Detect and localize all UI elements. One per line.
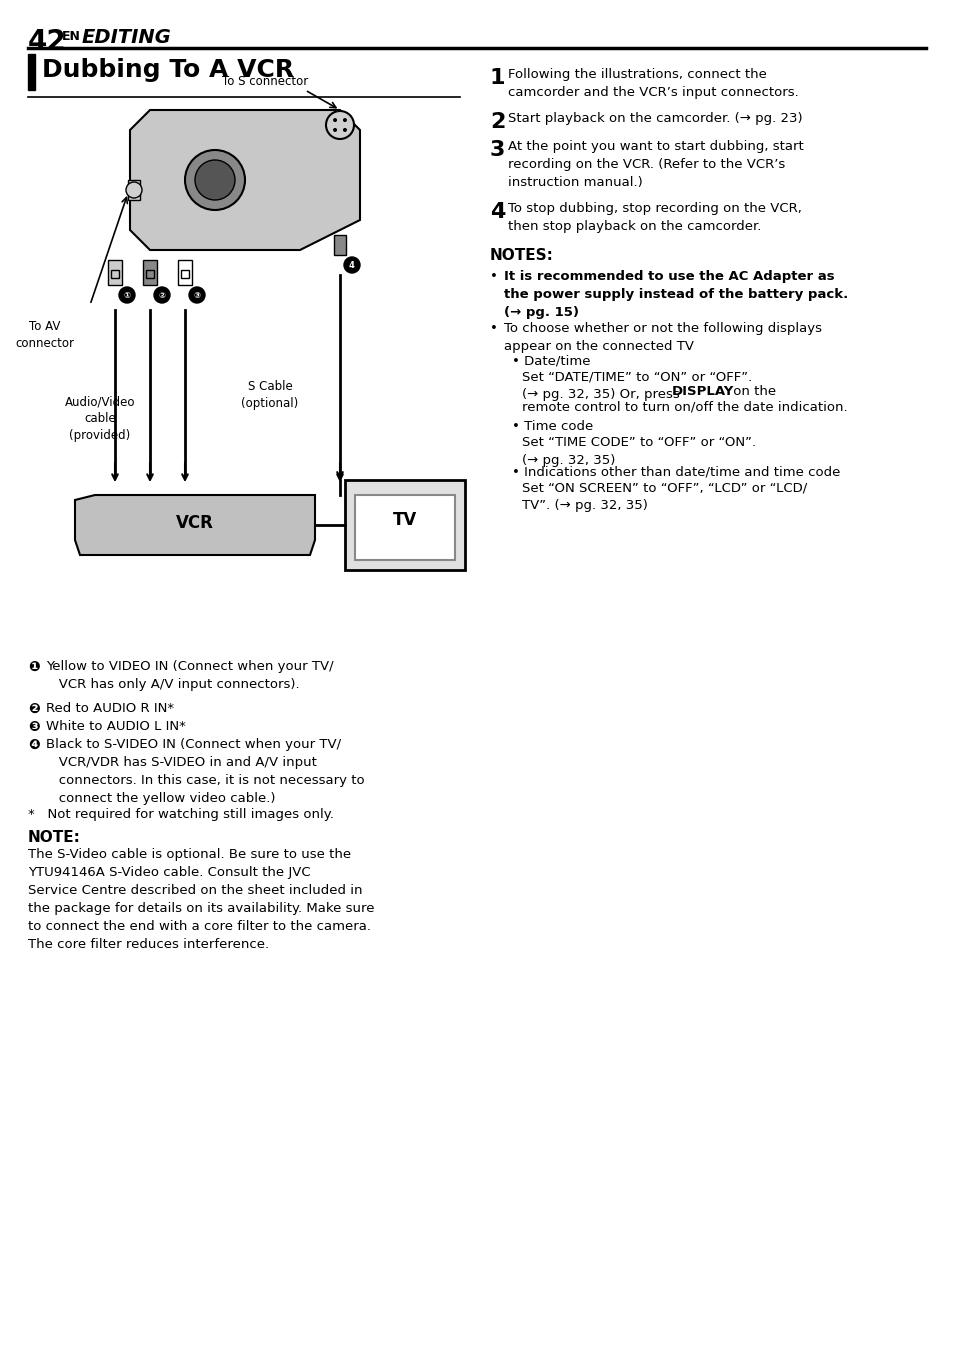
Text: ❶: ❶ [28,660,40,674]
Text: Following the illustrations, connect the
camcorder and the VCR’s input connector: Following the illustrations, connect the… [507,68,798,99]
Text: Black to S-VIDEO IN (Connect when your TV/
   VCR/VDR has S-VIDEO in and A/V inp: Black to S-VIDEO IN (Connect when your T… [46,738,364,805]
Text: At the point you want to start dubbing, start
recording on the VCR. (Refer to th: At the point you want to start dubbing, … [507,140,803,189]
Text: ①: ① [123,290,131,300]
Text: NOTE:: NOTE: [28,830,81,845]
Bar [345,480,464,570]
Text: S Cable
(optional): S Cable (optional) [241,380,298,410]
Text: Yellow to VIDEO IN (Connect when your TV/
   VCR has only A/V input connectors).: Yellow to VIDEO IN (Connect when your TV… [46,660,334,691]
Bar [128,180,140,199]
Bar [111,270,119,278]
Circle shape [333,128,336,132]
Circle shape [342,128,347,132]
Text: • Time code: • Time code [512,421,593,433]
Circle shape [119,286,135,303]
Text: It is recommended to use the AC Adapter as
the power supply instead of the batte: It is recommended to use the AC Adapter … [503,270,847,319]
Text: VCR: VCR [176,514,213,532]
Circle shape [153,286,170,303]
Text: *   Not required for watching still images only.: * Not required for watching still images… [28,807,334,821]
Polygon shape [75,495,314,555]
Bar [143,261,157,285]
Text: • Indications other than date/time and time code: • Indications other than date/time and t… [512,465,840,478]
Text: Dubbing To A VCR: Dubbing To A VCR [42,58,294,81]
Text: 1: 1 [490,68,505,88]
Text: 42: 42 [28,28,67,56]
Text: To stop dubbing, stop recording on the VCR,
then stop playback on the camcorder.: To stop dubbing, stop recording on the V… [507,202,801,233]
Text: Audio/Video
cable
(provided): Audio/Video cable (provided) [65,395,135,442]
Bar [28,54,35,90]
Text: on the: on the [728,385,776,398]
Text: NOTES:: NOTES: [490,248,554,263]
Bar [108,261,122,285]
Text: 4: 4 [490,202,505,223]
Circle shape [185,151,245,210]
Text: Set “DATE/TIME” to “ON” or “OFF”.
(→ pg. 32, 35) Or, press: Set “DATE/TIME” to “ON” or “OFF”. (→ pg.… [521,370,752,402]
Text: 2: 2 [490,113,505,132]
Text: remote control to turn on/off the date indication.: remote control to turn on/off the date i… [521,400,846,413]
Text: Set “ON SCREEN” to “OFF”, “LCD” or “LCD/
TV”. (→ pg. 32, 35): Set “ON SCREEN” to “OFF”, “LCD” or “LCD/… [521,480,806,512]
Text: •: • [490,322,497,335]
Text: The S-Video cable is optional. Be sure to use the
YTU94146A S-Video cable. Consu: The S-Video cable is optional. Be sure t… [28,848,375,951]
Text: Set “TIME CODE” to “OFF” or “ON”.
(→ pg. 32, 35): Set “TIME CODE” to “OFF” or “ON”. (→ pg.… [521,436,756,467]
Text: TV: TV [393,512,416,529]
Circle shape [189,286,205,303]
Text: ❸: ❸ [28,721,40,734]
Circle shape [326,111,354,138]
Text: 4: 4 [349,261,355,270]
Circle shape [194,160,234,199]
Text: EDITING: EDITING [82,28,172,47]
Text: 3: 3 [490,140,505,160]
Bar [178,261,192,285]
Text: ❹: ❹ [28,738,40,752]
Bar [355,495,455,560]
Text: To S connector: To S connector [222,75,308,88]
Circle shape [344,256,359,273]
Text: To AV
connector: To AV connector [15,320,74,350]
Text: Red to AUDIO R IN*: Red to AUDIO R IN* [46,702,174,715]
Bar [146,270,153,278]
Text: Start playback on the camcorder. (→ pg. 23): Start playback on the camcorder. (→ pg. … [507,113,801,125]
Circle shape [126,182,142,198]
Bar [334,235,346,255]
Bar [181,270,189,278]
Text: DISPLAY: DISPLAY [671,385,734,398]
Text: ❷: ❷ [28,702,40,716]
Text: EN: EN [62,30,81,43]
Polygon shape [130,110,359,250]
Text: •: • [490,270,497,284]
Text: ②: ② [158,290,166,300]
Text: ③: ③ [193,290,200,300]
Circle shape [333,118,336,122]
Circle shape [342,118,347,122]
Text: White to AUDIO L IN*: White to AUDIO L IN* [46,721,186,733]
Text: To choose whether or not the following displays
appear on the connected TV: To choose whether or not the following d… [503,322,821,353]
Text: • Date/time: • Date/time [512,354,590,366]
